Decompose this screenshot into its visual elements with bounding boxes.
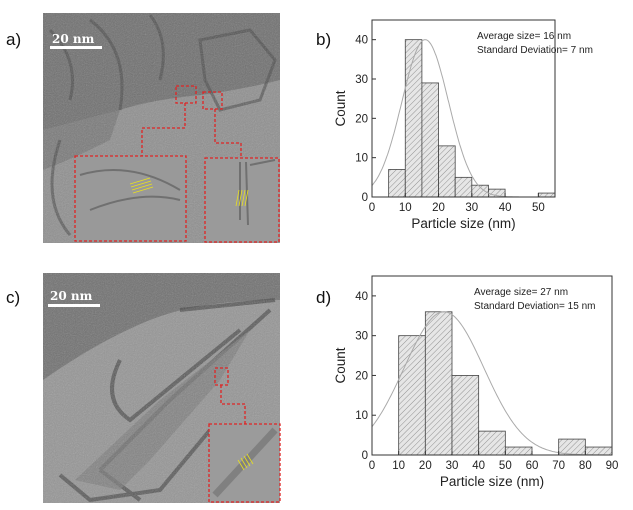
x-tick-label: 50 [532, 202, 545, 214]
x-tick-label: 60 [526, 460, 539, 472]
plot-frame [371, 19, 556, 198]
lattice-fringes-a2 [235, 189, 249, 207]
y-tick-label: 0 [362, 450, 368, 462]
inset-a1 [74, 155, 187, 242]
plot-frame [371, 275, 613, 456]
y-tick-label: 0 [362, 192, 368, 204]
scale-bar-label-c: 20 nm [50, 289, 93, 303]
panel-label-c: c) [6, 288, 20, 307]
histogram-bar [404, 39, 423, 198]
scale-bar-a [50, 46, 102, 49]
roi-box-a2 [202, 91, 223, 110]
y-tick-label: 40 [355, 35, 368, 47]
x-tick-label: 0 [369, 460, 375, 472]
histogram-bar [451, 375, 480, 456]
y-tick-label: 20 [355, 370, 368, 382]
x-tick-label: 30 [465, 202, 478, 214]
panel-label-d: d) [316, 288, 331, 307]
lattice-fringes-a1 [129, 177, 154, 194]
stats-annotation: Standard Deviation= 7 nm [477, 45, 593, 56]
x-tick-label: 30 [446, 460, 459, 472]
x-tick-label: 10 [399, 202, 412, 214]
panel-label-a: a) [6, 30, 21, 49]
tem-image-c: 20 nm [43, 273, 281, 503]
histogram-bar [424, 311, 453, 456]
stats-annotation: Average size= 27 nm [474, 287, 568, 298]
x-tick-label: 80 [579, 460, 592, 472]
x-tick-label: 40 [499, 202, 512, 214]
histogram-bar [537, 192, 556, 198]
x-axis-label: Particle size (nm) [411, 216, 515, 231]
inset-c [208, 423, 281, 503]
x-tick-label: 0 [369, 202, 375, 214]
x-tick-label: 90 [606, 460, 619, 472]
y-axis-label: Count [333, 347, 348, 383]
y-tick-label: 30 [355, 331, 368, 343]
y-tick-label: 20 [355, 113, 368, 125]
tem-image-a: 20 nm [43, 13, 280, 243]
x-tick-label: 10 [392, 460, 405, 472]
connector-a2 [214, 109, 242, 158]
x-axis-label: Particle size (nm) [440, 474, 544, 489]
connector-a1 [141, 103, 186, 156]
stats-annotation: Average size= 16 nm [477, 31, 571, 42]
histogram-bar [454, 176, 473, 198]
gaussian-fit-curve [371, 311, 612, 456]
x-tick-label: 40 [472, 460, 485, 472]
scale-bar-label-a: 20 nm [52, 32, 95, 46]
histogram-bar [558, 438, 586, 456]
connector-c [220, 385, 246, 424]
histogram-bar [421, 82, 439, 198]
y-tick-label: 10 [355, 153, 368, 165]
histogram-bar [438, 145, 456, 198]
x-tick-label: 20 [432, 202, 445, 214]
histogram-d: 0 10 20 30 40 50 60 70 80 90 0 10 20 30 40 Particle siz… [333, 275, 619, 489]
lattice-fringes-c [237, 453, 254, 471]
panel-label-b: b) [316, 30, 331, 49]
x-tick-label: 50 [499, 460, 512, 472]
histogram-bar [504, 446, 533, 456]
y-tick-label: 40 [355, 291, 368, 303]
y-axis-label: Count [333, 90, 348, 126]
histogram-bar [388, 169, 406, 198]
scale-bar-c [48, 304, 100, 307]
histogram-bar [478, 430, 506, 456]
roi-box-a1 [175, 85, 197, 104]
histogram-bar [398, 335, 426, 456]
y-tick-label: 30 [355, 74, 368, 86]
inset-a2 [204, 157, 280, 243]
y-tick-label: 10 [355, 410, 368, 422]
histogram-b: 0 10 20 30 40 50 0 10 20 30 40 Particle size (nm) Co… [333, 19, 593, 231]
x-tick-label: 70 [552, 460, 565, 472]
histogram-bar [584, 446, 613, 456]
stats-annotation: Standard Deviation= 15 nm [474, 301, 595, 312]
x-tick-label: 20 [419, 460, 432, 472]
